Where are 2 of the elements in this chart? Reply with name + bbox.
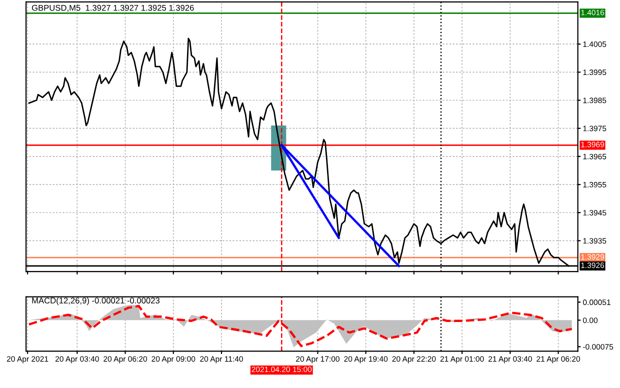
- chart-title: MACD(12,26,9) -0.00021 -0.00023: [32, 297, 160, 306]
- chart-title: GBPUSD,M5 1.3927 1.3927 1.3925 1.3926: [32, 4, 194, 12]
